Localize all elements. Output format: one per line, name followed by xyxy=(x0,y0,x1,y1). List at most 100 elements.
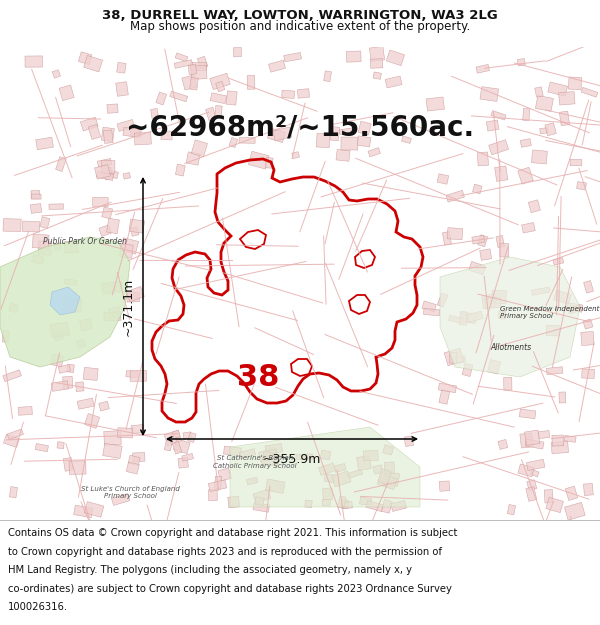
Bar xyxy=(523,108,530,121)
Bar xyxy=(462,363,473,376)
Bar xyxy=(447,228,463,240)
Bar xyxy=(104,312,121,321)
Bar xyxy=(226,91,237,105)
Bar xyxy=(35,444,49,452)
Bar xyxy=(525,439,544,449)
Bar xyxy=(377,473,397,490)
Bar xyxy=(31,194,41,199)
Bar xyxy=(131,424,144,434)
Bar xyxy=(439,481,450,491)
Bar xyxy=(359,498,372,505)
Bar xyxy=(488,296,497,304)
Bar xyxy=(117,119,134,131)
Bar xyxy=(126,286,144,302)
Polygon shape xyxy=(50,287,80,315)
Bar xyxy=(480,87,499,101)
Bar xyxy=(498,439,508,449)
Bar xyxy=(133,452,145,462)
Bar xyxy=(364,451,378,461)
Bar xyxy=(548,82,568,96)
Bar xyxy=(101,127,115,142)
Bar xyxy=(547,367,563,374)
Bar xyxy=(255,497,264,506)
Bar xyxy=(386,50,404,66)
Bar xyxy=(95,164,110,179)
Bar xyxy=(51,381,68,391)
Bar xyxy=(582,369,595,379)
Bar xyxy=(577,182,586,190)
Bar xyxy=(182,75,197,90)
Bar xyxy=(496,236,505,248)
Bar xyxy=(298,89,310,98)
Bar xyxy=(535,96,553,111)
Bar xyxy=(356,456,371,471)
Bar xyxy=(382,471,400,486)
Bar xyxy=(228,496,239,508)
Bar xyxy=(215,81,225,92)
Bar xyxy=(518,168,533,184)
Bar xyxy=(74,505,93,518)
Bar xyxy=(469,261,486,275)
Bar xyxy=(31,191,40,198)
Bar xyxy=(358,121,371,135)
Bar xyxy=(540,127,548,134)
Bar xyxy=(3,370,22,382)
Bar xyxy=(341,499,349,508)
Bar xyxy=(36,137,53,150)
Bar xyxy=(197,56,208,69)
Text: 100026316.: 100026316. xyxy=(8,602,68,612)
Bar xyxy=(191,140,208,157)
Bar xyxy=(123,127,142,138)
Bar xyxy=(101,207,113,219)
Bar xyxy=(107,104,118,113)
Bar xyxy=(503,378,512,390)
Bar xyxy=(545,122,556,136)
Text: Public Park Or Garden: Public Park Or Garden xyxy=(43,238,127,246)
Bar xyxy=(439,389,450,404)
Bar xyxy=(112,494,130,506)
Bar xyxy=(229,138,238,148)
Polygon shape xyxy=(230,427,420,507)
Bar xyxy=(472,235,485,244)
Bar xyxy=(437,174,449,184)
Bar xyxy=(107,218,119,234)
Bar xyxy=(59,85,74,101)
Text: Map shows position and indicative extent of the property.: Map shows position and indicative extent… xyxy=(130,20,470,33)
Bar xyxy=(209,489,217,501)
Bar xyxy=(422,301,436,312)
Bar xyxy=(292,152,299,159)
Bar xyxy=(218,468,232,481)
Text: Contains OS data © Crown copyright and database right 2021. This information is : Contains OS data © Crown copyright and d… xyxy=(8,528,457,538)
Bar xyxy=(62,376,73,389)
Bar xyxy=(488,140,509,155)
Bar xyxy=(559,91,575,105)
Bar xyxy=(164,431,181,446)
Bar xyxy=(488,359,500,374)
Bar xyxy=(324,474,335,482)
Bar xyxy=(215,106,222,117)
Bar xyxy=(535,87,543,98)
Bar xyxy=(559,392,566,403)
Bar xyxy=(79,319,92,331)
Bar xyxy=(442,231,452,245)
Bar xyxy=(391,501,406,511)
Bar xyxy=(281,90,295,98)
Bar xyxy=(164,440,172,451)
Bar xyxy=(439,383,457,392)
Bar xyxy=(532,150,547,164)
Bar xyxy=(191,65,207,79)
Bar xyxy=(50,354,64,367)
Bar xyxy=(53,331,64,341)
Bar xyxy=(25,56,43,67)
Bar xyxy=(526,459,545,471)
Bar xyxy=(58,364,70,373)
Bar xyxy=(370,59,383,68)
Polygon shape xyxy=(0,237,130,367)
Bar xyxy=(265,444,283,454)
Bar xyxy=(253,489,271,503)
Bar xyxy=(130,227,139,236)
Bar xyxy=(273,127,292,141)
Bar xyxy=(378,469,391,484)
Bar xyxy=(546,325,559,336)
Bar xyxy=(64,279,77,286)
